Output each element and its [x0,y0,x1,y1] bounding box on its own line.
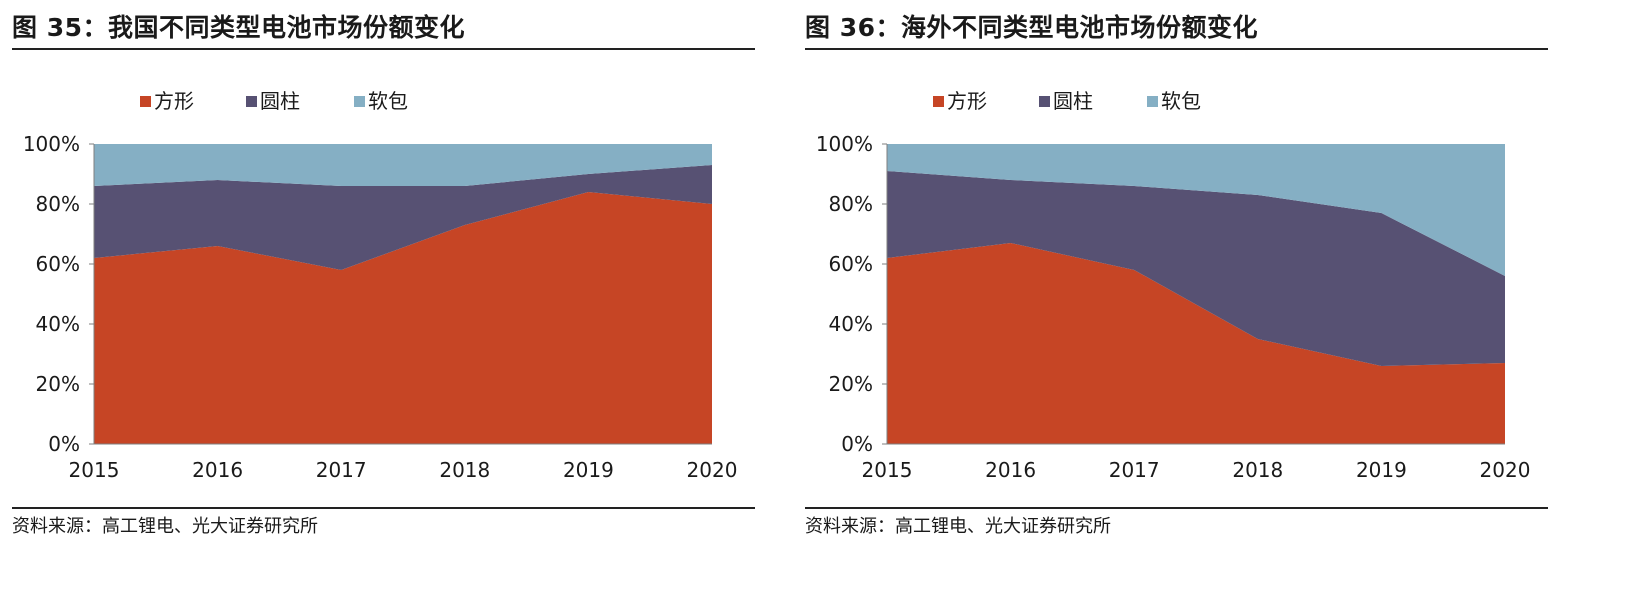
y-tick-label: 40% [36,312,80,336]
legend-item-cylindrical: 圆柱 [246,89,300,113]
legend-swatch [354,96,365,107]
title-rule [805,48,1548,50]
x-tick-label: 2016 [192,458,243,482]
y-tick-label: 0% [48,432,80,456]
y-tick-label: 20% [36,372,80,396]
legend-item-pouch: 软包 [354,89,408,113]
y-tick-label: 80% [829,192,873,216]
legend-label: 软包 [1161,89,1201,113]
y-tick-label: 100% [816,132,873,156]
legend-swatch [140,96,151,107]
source-rule [805,507,1548,509]
legend-label: 方形 [154,89,194,113]
y-tick-label: 100% [23,132,80,156]
legend-item-pouch: 软包 [1147,89,1201,113]
y-tick-label: 60% [829,252,873,276]
y-tick-label: 60% [36,252,80,276]
legend-swatch [1147,96,1158,107]
y-tick-label: 40% [829,312,873,336]
source-note: 资料来源：高工锂电、光大证券研究所 [12,516,318,537]
x-tick-label: 2020 [687,458,738,482]
stacked-area-chart: 方形 圆柱 软包 0% 20% 40% 60% 80% 100% 2015 2016 2017 2018… [23,89,738,482]
legend-swatch [1039,96,1050,107]
legend-swatch [246,96,257,107]
stacked-area-chart: 方形 圆柱 软包 0% 20% 40% 60% 80% 100% 2015 2016 2017 2018… [816,89,1531,482]
x-tick-label: 2017 [316,458,367,482]
y-tick-label: 20% [829,372,873,396]
x-tick-label: 2019 [563,458,614,482]
legend-swatch [933,96,944,107]
area-series-cylindrical [887,171,1505,366]
area-series-prismatic [887,243,1505,444]
title-rule [12,48,755,50]
y-tick-label: 0% [841,432,873,456]
figure-title: 图 35：我国不同类型电池市场份额变化 [12,13,465,42]
y-tick-label: 80% [36,192,80,216]
legend-item-prismatic: 方形 [140,89,194,113]
x-tick-label: 2019 [1356,458,1407,482]
figure-35-panel: 图 35：我国不同类型电池市场份额变化 方形 圆柱 软包 0% 20% 40% 60% 80%… [12,0,767,597]
figure-36-panel: 图 36：海外不同类型电池市场份额变化 方形 圆柱 软包 0% 20% 40% 60% 80%… [805,0,1560,597]
area-series-pouch [94,144,712,186]
legend-item-prismatic: 方形 [933,89,987,113]
x-tick-label: 2015 [862,458,913,482]
x-tick-label: 2015 [69,458,120,482]
source-rule [12,507,755,509]
area-series-prismatic [94,192,712,444]
legend-label: 软包 [368,89,408,113]
legend-item-cylindrical: 圆柱 [1039,89,1093,113]
x-tick-label: 2016 [985,458,1036,482]
source-note: 资料来源：高工锂电、光大证券研究所 [805,516,1111,537]
x-tick-label: 2017 [1109,458,1160,482]
area-series-pouch [887,144,1505,276]
x-tick-label: 2020 [1480,458,1531,482]
area-series-cylindrical [94,165,712,270]
x-tick-label: 2018 [1232,458,1283,482]
legend-label: 方形 [947,89,987,113]
x-tick-label: 2018 [439,458,490,482]
figure-title: 图 36：海外不同类型电池市场份额变化 [805,13,1258,42]
legend-label: 圆柱 [1053,89,1093,113]
legend-label: 圆柱 [260,89,300,113]
